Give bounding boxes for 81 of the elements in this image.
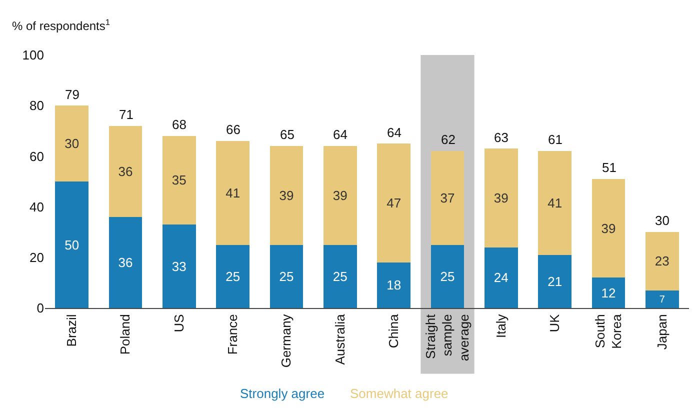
bar [538, 151, 572, 255]
text: Somewhat agree [350, 386, 448, 401]
data-label: 30 [64, 136, 80, 152]
data-label: 24 [494, 270, 508, 286]
data-label: 47 [386, 196, 402, 211]
data-label: 39 [279, 188, 294, 203]
x-tick-label: Japan [654, 314, 670, 350]
y-tick-label: 40 [30, 199, 44, 214]
bar [55, 106, 88, 182]
bar [108, 126, 142, 217]
data-label: 21 [548, 274, 562, 289]
bar [55, 182, 88, 308]
bar [484, 148, 518, 248]
bar [538, 254, 572, 308]
x-tick-label: Australia [332, 313, 348, 365]
x-tick-label: Brazil [64, 314, 80, 347]
x-tick-label: France [225, 314, 240, 355]
total-label: 61 [548, 132, 562, 147]
data-label: 7 [659, 294, 666, 306]
x-tick-label: South Korea [592, 313, 624, 349]
data-label: 25 [226, 268, 240, 284]
y-tick-label: 80 [30, 98, 44, 114]
bar [646, 290, 679, 308]
data-label: 39 [332, 188, 348, 203]
data-label: 12 [601, 285, 616, 300]
x-tick-label: UK [547, 314, 562, 332]
text: Strongly agree [240, 386, 325, 401]
data-label: 50 [64, 237, 80, 252]
total-label: 64 [333, 127, 348, 142]
x-tick-label: Italy [493, 314, 508, 338]
data-label: 23 [654, 254, 670, 269]
y-tick-label: 60 [30, 148, 44, 164]
data-label: 41 [226, 185, 240, 200]
bar [430, 244, 464, 308]
data-label: 18 [386, 278, 402, 293]
data-label: 39 [601, 220, 616, 236]
bar [162, 224, 196, 308]
bar [324, 146, 357, 245]
data-label: 35 [172, 172, 186, 188]
y-tick-label: 0 [36, 300, 44, 316]
data-label: 25 [440, 268, 455, 284]
bar [108, 216, 142, 308]
data-label: 36 [118, 254, 133, 270]
bar [592, 178, 626, 278]
bar [162, 136, 196, 225]
data-label: 39 [494, 190, 508, 206]
data-label: 36 [118, 164, 133, 179]
x-tick-label: Straight sample average [422, 314, 472, 362]
y-axis-title: % of respondents$^{1}$ [12, 17, 110, 34]
x-tick-label: China [386, 313, 402, 348]
bar [216, 244, 250, 308]
data-label: 25 [279, 268, 294, 284]
bar [646, 232, 679, 290]
data-label: 33 [172, 258, 186, 274]
bar [430, 151, 464, 245]
total-label: 71 [119, 107, 134, 122]
x-tick-label: Germany [278, 314, 294, 368]
total-label: 65 [280, 127, 294, 142]
bar [216, 141, 250, 245]
x-tick-label: US [171, 314, 186, 332]
bar [324, 244, 357, 308]
bar [377, 144, 410, 262]
bar [592, 278, 626, 308]
total-label: 63 [494, 130, 508, 145]
bar [484, 247, 518, 308]
data-label: 41 [548, 196, 562, 211]
bar [270, 244, 304, 308]
data-label: 25 [332, 268, 348, 284]
total-label: 51 [602, 160, 616, 175]
y-tick-label: 20 [30, 250, 44, 265]
y-tick-label: 100 [22, 48, 44, 63]
total-label: 66 [226, 122, 240, 137]
data-label: 37 [440, 190, 455, 206]
bar [377, 262, 410, 308]
x-tick-label: Poland [118, 314, 133, 355]
total-label: 64 [387, 125, 402, 140]
total-label: 68 [172, 117, 186, 132]
bar [270, 146, 304, 245]
total-label: 30 [655, 213, 670, 228]
total-label: 79 [65, 87, 80, 102]
total-label: 62 [441, 132, 456, 147]
